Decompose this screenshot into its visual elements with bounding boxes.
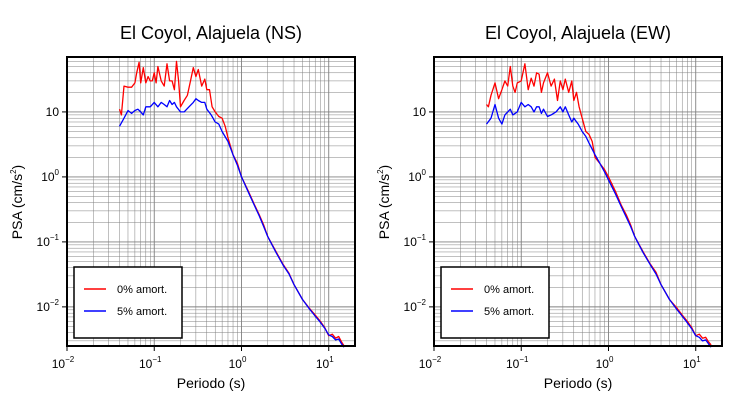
grid-lines — [66, 56, 356, 346]
legend-label-5pct: 5% amort. — [484, 306, 534, 318]
y-tick-label: 10 — [413, 105, 427, 119]
x-tick-label: 10−1 — [506, 355, 529, 371]
series-group — [485, 63, 712, 348]
x-tick-label: 10−2 — [419, 355, 442, 371]
series-line-5pct — [485, 101, 712, 348]
y-tick-label: 100 — [41, 168, 59, 184]
x-axis-label: Periodo (s) — [177, 375, 245, 391]
chart-title: El Coyol, Alajuela (NS) — [120, 23, 302, 43]
chart-panel-ns: El Coyol, Alajuela (NS) Periodo (s) PSA … — [9, 23, 356, 391]
x-tick-label: 101 — [683, 355, 701, 371]
series-line-5pct — [118, 98, 345, 348]
tick-labels: 10−2 10−1 100 101 10−2 10−1 100 10 — [37, 105, 335, 371]
tick-labels: 10−2 10−1 100 101 10−2 10−1 100 10 — [404, 105, 702, 371]
series-group — [118, 60, 345, 348]
plot-frame — [433, 56, 723, 347]
legend-box — [440, 266, 550, 339]
legend-label-0pct: 0% amort. — [117, 284, 167, 296]
y-tick-label: 10−2 — [404, 298, 427, 314]
x-tick-label: 101 — [316, 355, 334, 371]
x-tick-label: 10−1 — [139, 355, 162, 371]
legend-label-5pct: 5% amort. — [117, 306, 167, 318]
x-tick-label: 10−2 — [52, 355, 75, 371]
y-axis-label: PSA (cm/s2) — [9, 165, 25, 239]
chart-title: El Coyol, Alajuela (EW) — [485, 23, 671, 43]
y-tick-label: 10−2 — [37, 298, 60, 314]
chart-panel-ew: El Coyol, Alajuela (EW) Periodo (s) PSA … — [376, 23, 723, 391]
legend: 0% amort. 5% amort. — [73, 266, 183, 339]
legend-label-0pct: 0% amort. — [484, 284, 534, 296]
plot-frame — [66, 56, 356, 347]
y-axis-label: PSA (cm/s2) — [376, 165, 392, 239]
x-tick-label: 100 — [596, 355, 614, 371]
y-tick-label: 10−1 — [404, 233, 427, 249]
x-tick-label: 100 — [229, 355, 247, 371]
y-tick-label: 10−1 — [37, 233, 60, 249]
legend: 0% amort. 5% amort. — [440, 266, 550, 339]
y-tick-label: 100 — [408, 168, 426, 184]
legend-box — [73, 266, 183, 339]
y-tick-label: 10 — [46, 105, 60, 119]
x-axis-label: Periodo (s) — [544, 375, 612, 391]
